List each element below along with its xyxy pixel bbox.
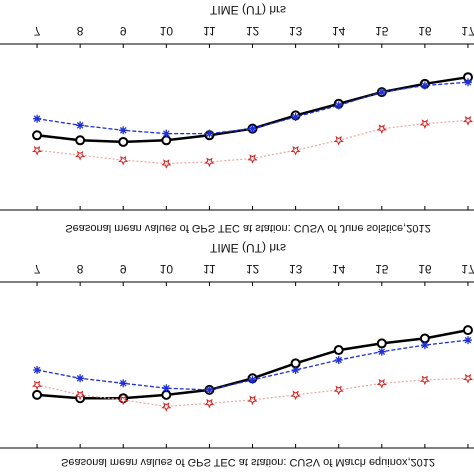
circle-marker xyxy=(32,130,43,141)
asterisk-marker xyxy=(248,375,257,384)
x-tick-label: 15 xyxy=(375,262,389,276)
x-tick-label: 14 xyxy=(332,262,346,276)
asterisk-marker xyxy=(420,341,429,350)
x-tick-label: 8 xyxy=(77,24,84,38)
asterisk-marker xyxy=(377,347,386,356)
star-marker xyxy=(161,159,172,169)
asterisk-marker xyxy=(464,336,472,345)
star-marker xyxy=(75,390,86,401)
asterisk-marker xyxy=(334,356,343,364)
circle-marker xyxy=(462,325,473,336)
asterisk-marker xyxy=(76,374,85,383)
flipped-figure: Seasonal mean values of GPS TEC at stati… xyxy=(0,3,474,468)
star-marker xyxy=(333,385,344,396)
asterisk-marker xyxy=(291,366,300,374)
x-tick-label: 12 xyxy=(246,24,260,38)
series-line xyxy=(37,328,469,400)
circle-marker xyxy=(32,389,43,400)
x-tick-label: 11 xyxy=(203,24,216,38)
x-tick-label: 9 xyxy=(120,262,127,276)
star-marker xyxy=(204,157,215,168)
x-tick-label: 13 xyxy=(289,24,303,38)
asterisk-marker xyxy=(119,126,128,135)
star-marker xyxy=(462,116,474,126)
x-axis-label: TIME (UT) hrs xyxy=(210,241,286,255)
asterisk-marker xyxy=(162,384,171,393)
asterisk-marker xyxy=(464,78,472,87)
chart-panel: Seasonal mean values of GPS TEC at stati… xyxy=(0,3,474,234)
asterisk-marker xyxy=(420,81,429,90)
asterisk-marker xyxy=(33,114,42,123)
x-tick-label: 10 xyxy=(160,24,174,38)
star-marker xyxy=(290,145,301,156)
chart-panel: Seasonal mean values of GPS TEC at stati… xyxy=(0,241,474,468)
x-tick-label: 10 xyxy=(160,262,174,276)
star-marker xyxy=(376,124,387,135)
asterisk-marker xyxy=(119,379,128,388)
star-marker xyxy=(118,395,129,406)
x-tick-label: 7 xyxy=(34,262,41,276)
star-marker xyxy=(161,402,172,412)
asterisk-marker xyxy=(76,121,85,130)
asterisk-marker xyxy=(377,88,386,97)
circle-marker xyxy=(118,136,129,147)
x-tick-label: 13 xyxy=(289,262,303,276)
circle-marker xyxy=(75,135,86,146)
asterisk-marker xyxy=(205,385,214,394)
chart-title: Seasonal mean values of GPS TEC at stati… xyxy=(65,222,430,234)
asterisk-marker xyxy=(205,129,214,138)
star-marker xyxy=(333,135,344,146)
x-tick-label: 8 xyxy=(77,262,84,276)
star-marker xyxy=(419,119,430,130)
x-tick-label: 11 xyxy=(203,262,216,276)
x-tick-label: 7 xyxy=(34,24,41,38)
plot-frame xyxy=(0,281,474,449)
star-marker xyxy=(118,155,129,166)
x-tick-label: 16 xyxy=(418,24,432,38)
asterisk-marker xyxy=(248,124,257,133)
star-marker xyxy=(290,390,301,401)
star-marker xyxy=(32,380,43,391)
x-axis-label: TIME (UT) hrs xyxy=(210,3,286,17)
asterisk-marker xyxy=(291,113,300,121)
asterisk-marker xyxy=(334,101,343,110)
x-tick-label: 17 xyxy=(461,262,474,276)
star-marker xyxy=(204,398,215,409)
chart-title: Seasonal mean values of GPS TEC at stati… xyxy=(61,456,435,468)
star-marker xyxy=(419,375,430,386)
x-tick-label: 16 xyxy=(418,262,432,276)
star-marker xyxy=(75,150,86,161)
asterisk-marker xyxy=(162,129,171,138)
x-tick-label: 17 xyxy=(461,24,474,38)
star-marker xyxy=(247,154,258,164)
x-tick-label: 9 xyxy=(120,24,127,38)
x-tick-label: 14 xyxy=(332,24,346,38)
plot-frame xyxy=(0,43,474,211)
asterisk-marker xyxy=(33,366,42,374)
circle-marker xyxy=(376,338,387,349)
star-marker xyxy=(376,378,387,389)
star-marker xyxy=(462,373,474,384)
x-tick-label: 15 xyxy=(375,24,389,38)
x-tick-label: 12 xyxy=(246,262,260,276)
star-marker xyxy=(247,395,258,406)
star-marker xyxy=(32,145,43,156)
circle-marker xyxy=(333,345,344,356)
